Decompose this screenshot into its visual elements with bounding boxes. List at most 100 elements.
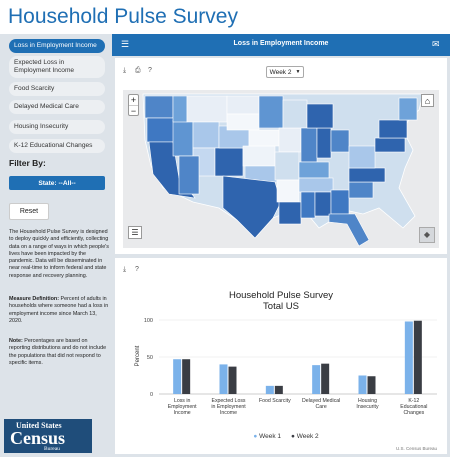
map-state[interactable]: [146, 117, 176, 143]
map-state[interactable]: [298, 161, 330, 179]
x-tick-label: Delayed Medical Care: [302, 398, 340, 410]
map-state[interactable]: [276, 179, 300, 203]
map-state[interactable]: [222, 175, 282, 239]
bar-chart: Household Pulse Survey Total US Percent …: [135, 290, 438, 451]
x-tick-label: Housing Insecurity: [356, 398, 379, 410]
legend-week1: ● Week 1: [253, 433, 281, 440]
legend-list-icon[interactable]: ☰: [128, 226, 142, 239]
map-state[interactable]: [172, 95, 188, 123]
map-state[interactable]: [330, 129, 350, 153]
chevron-down-icon: ▼: [295, 69, 301, 75]
us-map-svg: [142, 93, 424, 247]
help-icon[interactable]: ?: [148, 67, 152, 74]
home-icon[interactable]: ⌂: [421, 94, 434, 107]
map-state[interactable]: [248, 129, 280, 147]
bar-week-2: [367, 376, 376, 394]
y-tick-label: 0: [150, 392, 153, 398]
x-tick-label: K-12 Educational Changes: [400, 398, 427, 416]
chart-panel: ⤓ ? Household Pulse Survey Total US Perc…: [115, 258, 447, 454]
map-state[interactable]: [278, 201, 302, 225]
chart-title: Household Pulse Survey: [229, 290, 333, 301]
map-state[interactable]: [314, 191, 332, 217]
map-state[interactable]: [178, 155, 200, 195]
map-state[interactable]: [192, 121, 220, 149]
app-title: Household Pulse Survey: [8, 5, 238, 28]
us-choropleth-map[interactable]: + − ⌂ ☰ ◆: [123, 90, 439, 248]
bar-week-1: [404, 321, 413, 394]
sidebar-item-housing-insecurity[interactable]: Housing Insecurity: [9, 120, 105, 134]
map-state[interactable]: [300, 127, 318, 163]
download-icon[interactable]: ⤓: [123, 67, 127, 74]
note-text: Percentages are based on reporting distr…: [9, 338, 107, 366]
measure-text: Percent of adults in households where so…: [9, 296, 109, 324]
bar-week-1: [265, 385, 274, 394]
help-icon[interactable]: ?: [135, 266, 139, 273]
map-state[interactable]: [398, 97, 418, 121]
map-state[interactable]: [330, 189, 350, 215]
map-state[interactable]: [258, 95, 284, 129]
map-state[interactable]: [348, 167, 386, 183]
map-state[interactable]: [214, 147, 244, 177]
survey-description: The Household Pulse Survey is designed t…: [9, 229, 109, 279]
x-tick-label: Expected Loss in Employment Income: [211, 398, 246, 416]
map-state[interactable]: [374, 137, 406, 153]
measure-definition: Measure Definition: Percent of adults in…: [9, 296, 109, 325]
topbar-title: Loss in Employment Income: [233, 40, 329, 47]
bar-week-2: [228, 366, 237, 394]
map-state[interactable]: [282, 99, 308, 129]
chart-credit: U.S. Census Bureau: [396, 446, 438, 451]
legend-week2: ● Week 2: [291, 433, 319, 440]
zoom-in-button[interactable]: +: [130, 95, 137, 105]
map-state[interactable]: [306, 103, 334, 129]
map-state[interactable]: [328, 213, 370, 247]
zoom-out-button[interactable]: −: [129, 105, 138, 116]
y-tick-label: 50: [147, 355, 153, 361]
map-state[interactable]: [348, 181, 374, 199]
reset-button[interactable]: Reset: [9, 203, 49, 220]
y-axis-label: Percent: [135, 345, 141, 366]
map-state[interactable]: [226, 113, 260, 131]
sidebar-item-loss-employment-income[interactable]: Loss in Employment Income: [9, 39, 105, 53]
census-bureau-logo: United States Census Bureau: [4, 419, 92, 453]
map-state[interactable]: [348, 145, 376, 169]
bar-week-2: [182, 359, 191, 394]
chart-subtitle: Total US: [263, 301, 299, 312]
map-state[interactable]: [172, 119, 194, 157]
map-state[interactable]: [242, 145, 276, 167]
y-tick-label: 100: [144, 318, 153, 324]
note-label: Note:: [9, 338, 23, 344]
sidebar-item-delayed-medical-care[interactable]: Delayed Medical Care: [9, 100, 105, 114]
map-state[interactable]: [298, 177, 334, 193]
mail-icon[interactable]: ✉: [432, 39, 440, 49]
sidebar-item-food-scarcity[interactable]: Food Scarcity: [9, 82, 105, 96]
download-icon[interactable]: ⤓: [123, 266, 127, 273]
map-state[interactable]: [144, 95, 174, 119]
bar-week-1: [312, 365, 321, 394]
menu-icon[interactable]: ☰: [121, 39, 130, 49]
x-tick-label: Loss in Employment Income: [168, 398, 197, 416]
map-state[interactable]: [226, 95, 260, 115]
map-state[interactable]: [186, 95, 228, 123]
week-select[interactable]: Week 2 ▼: [266, 66, 304, 78]
bar-week-1: [219, 364, 228, 394]
state-filter-button[interactable]: State: --All--: [9, 176, 105, 190]
sidebar-item-expected-loss-income[interactable]: Expected Loss in Employment Income: [9, 56, 105, 78]
map-state[interactable]: [278, 127, 302, 153]
map-state[interactable]: [316, 127, 332, 159]
bar-week-2: [274, 385, 283, 394]
bar-week-2: [413, 320, 422, 394]
map-state[interactable]: [300, 191, 316, 219]
filter-title: Filter By:: [9, 158, 46, 168]
bar-week-1: [173, 359, 182, 394]
map-state[interactable]: [274, 151, 300, 181]
print-icon[interactable]: ⎙: [135, 67, 141, 74]
app-header: Household Pulse Survey: [0, 0, 450, 34]
sidebar-item-k12-educational-changes[interactable]: K-12 Educational Changes: [9, 139, 105, 153]
plot-area: 0 50 100 Loss in Employment Income Expected Lo…: [144, 318, 437, 416]
layers-icon[interactable]: ◆: [419, 227, 435, 243]
bar-week-1: [358, 375, 367, 394]
map-state[interactable]: [378, 119, 408, 139]
measure-label: Measure Definition:: [9, 296, 60, 302]
sidebar: Loss in Employment Income Expected Loss …: [0, 34, 112, 457]
note: Note: Percentages are based on reporting…: [9, 338, 109, 367]
